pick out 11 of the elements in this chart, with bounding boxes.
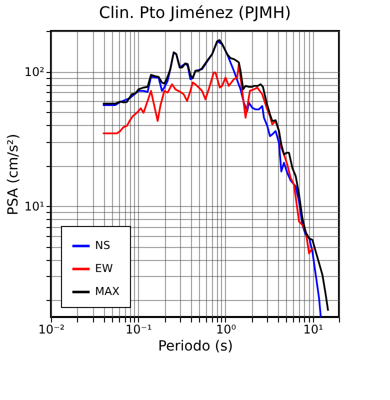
x-tick-label: 10⁻² — [38, 322, 65, 336]
x-tick-label: 10⁻¹ — [126, 322, 152, 336]
x-tick-label: 10¹ — [303, 322, 324, 336]
y-axis-title: PSA (cm/s²) — [5, 134, 22, 216]
legend-label: MAX — [95, 285, 120, 298]
legend-label: NS — [95, 239, 110, 252]
chart-title: Clin. Pto Jiménez (PJMH) — [99, 3, 291, 22]
x-tick-label: 10⁰ — [216, 322, 236, 336]
y-tick-label: 10² — [24, 65, 45, 80]
x-axis-title: Periodo (s) — [158, 338, 233, 354]
legend-label: EW — [95, 262, 113, 275]
